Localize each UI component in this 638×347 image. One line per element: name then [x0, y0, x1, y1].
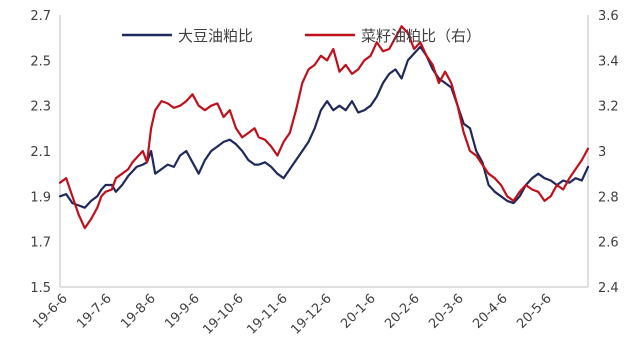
right-tick-label: 2.8: [598, 190, 619, 205]
left-tick-label: 2.3: [30, 100, 51, 115]
x-tick-label: 19-6-6: [30, 291, 71, 332]
series-line-rapeseed: [58, 25, 590, 230]
right-tick-label: 3.4: [598, 54, 619, 69]
x-tick-label: 19-9-6: [162, 291, 203, 332]
legend: 大豆油粕比 菜籽油粕比（右）: [122, 27, 481, 45]
plot-frame: [59, 15, 589, 288]
left-tick-label: 1.9: [30, 190, 51, 205]
x-tick-label: 20-4-6: [470, 291, 511, 332]
x-tick-label: 20-3-6: [426, 291, 467, 332]
x-tick-label: 19-7-6: [74, 291, 115, 332]
left-tick-label: 2.5: [30, 54, 51, 69]
left-axis: 1.5 1.7 1.9 2.1 2.3 2.5 2.7: [30, 9, 51, 296]
right-tick-label: 3: [598, 145, 606, 160]
x-tick-label: 19-8-6: [118, 291, 159, 332]
x-tick-label: 19-12-6: [288, 291, 334, 337]
left-tick-label: 2.7: [30, 9, 51, 24]
x-tick-label: 20-5-6: [514, 291, 555, 332]
series-line-soybean: [58, 45, 590, 209]
left-tick-label: 1.7: [30, 236, 51, 251]
left-tick-label: 2.1: [30, 145, 51, 160]
right-tick-label: 2.4: [598, 281, 619, 296]
legend-label: 大豆油粕比: [178, 27, 253, 45]
x-tick-label: 20-1-6: [338, 291, 379, 332]
left-tick-label: 1.5: [30, 281, 51, 296]
series-layer: [58, 25, 590, 230]
legend-label: 菜籽油粕比（右）: [361, 27, 481, 45]
x-tick-label: 19-10-6: [200, 291, 246, 337]
right-tick-label: 3.6: [598, 9, 619, 24]
x-axis: 19-6-6 19-7-6 19-8-6 19-9-619-10-619-11-619…: [30, 291, 555, 337]
right-tick-label: 3.2: [598, 100, 619, 115]
x-tick-label: 20-2-6: [382, 291, 423, 332]
right-tick-label: 2.6: [598, 236, 619, 251]
x-tick-label: 19-11-6: [244, 291, 290, 337]
right-axis: 2.4 2.6 2.8 3 3.2 3.4 3.6: [598, 9, 619, 296]
